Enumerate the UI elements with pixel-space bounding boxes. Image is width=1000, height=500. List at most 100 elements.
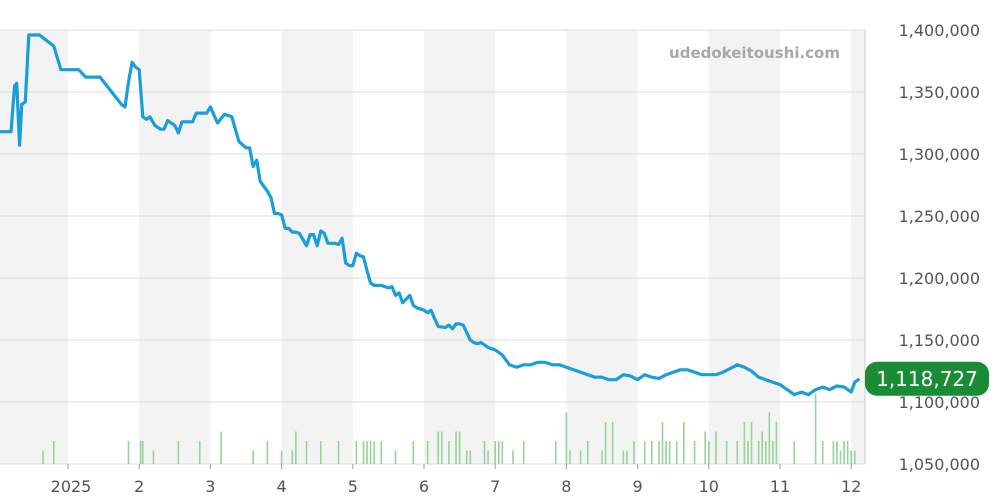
volume-bar bbox=[761, 431, 763, 464]
volume-bar bbox=[252, 450, 254, 464]
y-tick-label: 1,050,000 bbox=[899, 455, 980, 474]
volume-bar bbox=[52, 441, 55, 464]
volume-bar bbox=[139, 441, 142, 464]
volume-bar bbox=[626, 450, 628, 464]
volume-bar bbox=[220, 431, 222, 464]
volume-bar bbox=[853, 450, 856, 464]
x-tick-label: 8 bbox=[561, 477, 571, 496]
month-band bbox=[566, 30, 638, 464]
x-tick-label: 9 bbox=[633, 477, 643, 496]
volume-bars bbox=[42, 393, 856, 464]
volume-bar bbox=[683, 422, 685, 464]
volume-bar bbox=[658, 441, 660, 464]
y-tick-label: 1,150,000 bbox=[899, 331, 980, 350]
volume-bar bbox=[633, 441, 635, 464]
y-tick-label: 1,300,000 bbox=[899, 145, 980, 164]
volume-bar bbox=[715, 431, 717, 464]
volume-bar bbox=[437, 431, 440, 464]
x-tick-label: 7 bbox=[490, 477, 500, 496]
volume-bar bbox=[469, 450, 472, 464]
volume-bar bbox=[661, 422, 664, 464]
volume-bar bbox=[198, 441, 201, 464]
month-bands bbox=[0, 30, 865, 464]
volume-bar bbox=[152, 450, 155, 464]
grid-lines bbox=[0, 29, 866, 465]
volume-bar bbox=[291, 450, 294, 464]
volume-bar bbox=[394, 450, 397, 464]
volume-bar bbox=[586, 441, 589, 464]
x-tick-label: 4 bbox=[277, 477, 287, 496]
x-tick-label: 10 bbox=[699, 477, 719, 496]
month-band bbox=[708, 30, 780, 464]
volume-bar bbox=[793, 441, 796, 464]
price-line bbox=[0, 33, 860, 397]
volume-bar bbox=[836, 441, 838, 464]
volume-bar bbox=[483, 441, 486, 464]
volume-bar bbox=[725, 441, 728, 464]
volume-bar bbox=[362, 441, 365, 464]
volume-bar bbox=[579, 450, 582, 464]
volume-bar bbox=[369, 441, 372, 464]
volume-bar bbox=[426, 441, 429, 464]
month-band bbox=[139, 30, 211, 464]
volume-bar bbox=[622, 450, 625, 464]
volume-bar bbox=[373, 441, 375, 464]
volume-bar bbox=[465, 450, 468, 464]
volume-bar bbox=[266, 441, 269, 464]
last-price-badge-box bbox=[865, 361, 989, 396]
x-tick-label: 11 bbox=[770, 477, 790, 496]
volume-bar bbox=[305, 441, 308, 464]
volume-bar bbox=[127, 441, 130, 464]
volume-bar bbox=[665, 441, 667, 464]
volume-bar bbox=[772, 441, 774, 464]
volume-bar bbox=[448, 441, 450, 464]
volume-bar bbox=[764, 441, 767, 464]
volume-bar bbox=[337, 441, 340, 464]
x-axis-ticks: 2025 2 3 4 5 6 7 8 9 10 11 12 bbox=[51, 464, 861, 496]
last-price-badge: 1,118,727 bbox=[865, 361, 989, 396]
month-band bbox=[0, 30, 68, 464]
volume-bar bbox=[412, 441, 415, 464]
volume-bar bbox=[487, 450, 489, 464]
volume-bar bbox=[821, 441, 824, 464]
y-tick-label: 1,250,000 bbox=[899, 207, 980, 226]
volume-bar bbox=[366, 441, 368, 464]
volume-bar bbox=[768, 412, 771, 464]
volume-bar bbox=[643, 441, 646, 464]
volume-bar bbox=[693, 441, 696, 464]
x-tick-label: 2025 bbox=[51, 477, 92, 496]
y-axis-ticks: 1,400,000 1,350,000 1,300,000 1,250,000 1,20… bbox=[899, 21, 980, 474]
x-tick-label: 3 bbox=[205, 477, 215, 496]
volume-bar bbox=[704, 431, 707, 464]
volume-bar bbox=[846, 441, 849, 464]
volume-bar bbox=[675, 441, 678, 464]
volume-bar bbox=[319, 441, 322, 464]
month-band bbox=[851, 30, 865, 464]
volume-bar bbox=[512, 450, 514, 464]
volume-bar bbox=[458, 431, 461, 464]
month-band bbox=[424, 30, 496, 464]
volume-bar bbox=[380, 441, 383, 464]
volume-bar bbox=[355, 441, 358, 464]
volume-bar bbox=[441, 431, 443, 464]
volume-bar bbox=[747, 441, 749, 464]
y-tick-label: 1,200,000 bbox=[899, 269, 980, 288]
volume-bar bbox=[843, 441, 845, 464]
volume-bar bbox=[501, 441, 504, 464]
volume-bar bbox=[651, 441, 653, 464]
volume-bar bbox=[601, 450, 603, 464]
volume-bar bbox=[569, 450, 571, 464]
volume-bar bbox=[295, 431, 297, 464]
volume-bar bbox=[177, 441, 180, 464]
volume-bar bbox=[42, 450, 44, 464]
x-tick-label: 5 bbox=[348, 477, 358, 496]
volume-bar bbox=[497, 441, 500, 464]
y-tick-label: 1,400,000 bbox=[899, 21, 980, 40]
y-tick-label: 1,350,000 bbox=[899, 83, 980, 102]
volume-bar bbox=[522, 441, 525, 464]
volume-bar bbox=[280, 450, 283, 464]
volume-bar bbox=[743, 422, 746, 464]
volume-bar bbox=[839, 450, 842, 464]
volume-bar bbox=[668, 441, 671, 464]
